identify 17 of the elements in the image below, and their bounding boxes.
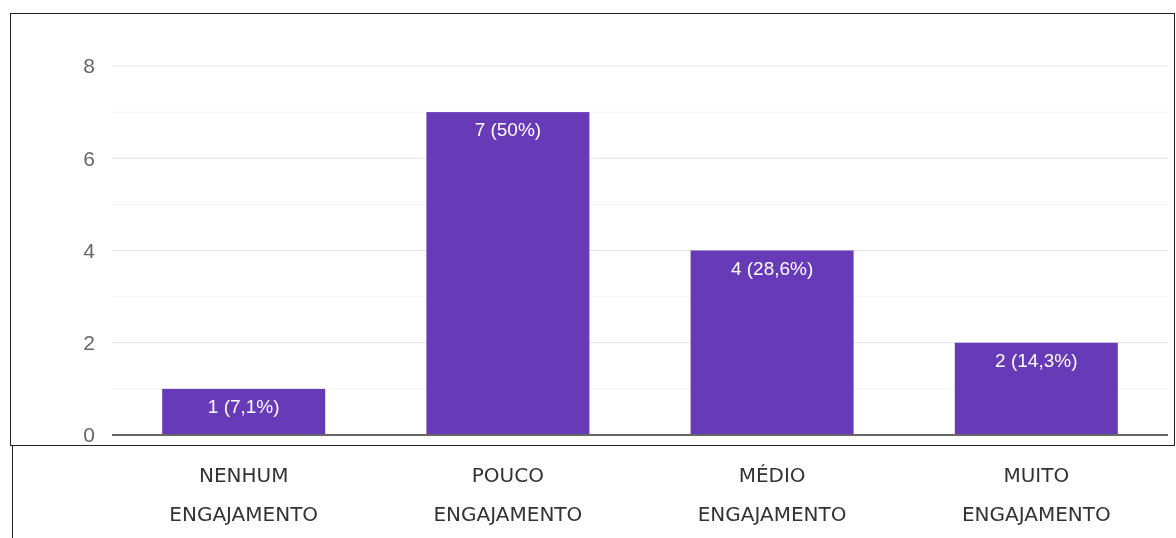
bar bbox=[162, 388, 326, 435]
y-tick-label: 8 bbox=[83, 54, 95, 78]
x-tick-label: MÉDIO ENGAJAMENTO bbox=[697, 463, 847, 526]
bar bbox=[426, 112, 590, 435]
y-tick-label: 0 bbox=[83, 423, 95, 447]
data-label: 4 (28,6%) bbox=[730, 257, 814, 279]
x-tick-label: POUCO ENGAJAMENTO bbox=[433, 463, 583, 526]
data-label: 7 (50%) bbox=[474, 119, 542, 141]
y-tick-label: 4 bbox=[83, 238, 96, 262]
data-label: 1 (7,1%) bbox=[207, 395, 280, 417]
y-tick-label: 2 bbox=[83, 331, 95, 355]
bar bbox=[954, 342, 1118, 435]
x-tick-label: NENHUM ENGAJAMENTO bbox=[169, 463, 319, 526]
data-label: 2 (14,3%) bbox=[995, 349, 1078, 371]
x-tick-label: MUITO ENGAJAMENTO bbox=[961, 463, 1111, 526]
bar bbox=[690, 250, 854, 435]
y-tick-label: 6 bbox=[83, 146, 95, 170]
